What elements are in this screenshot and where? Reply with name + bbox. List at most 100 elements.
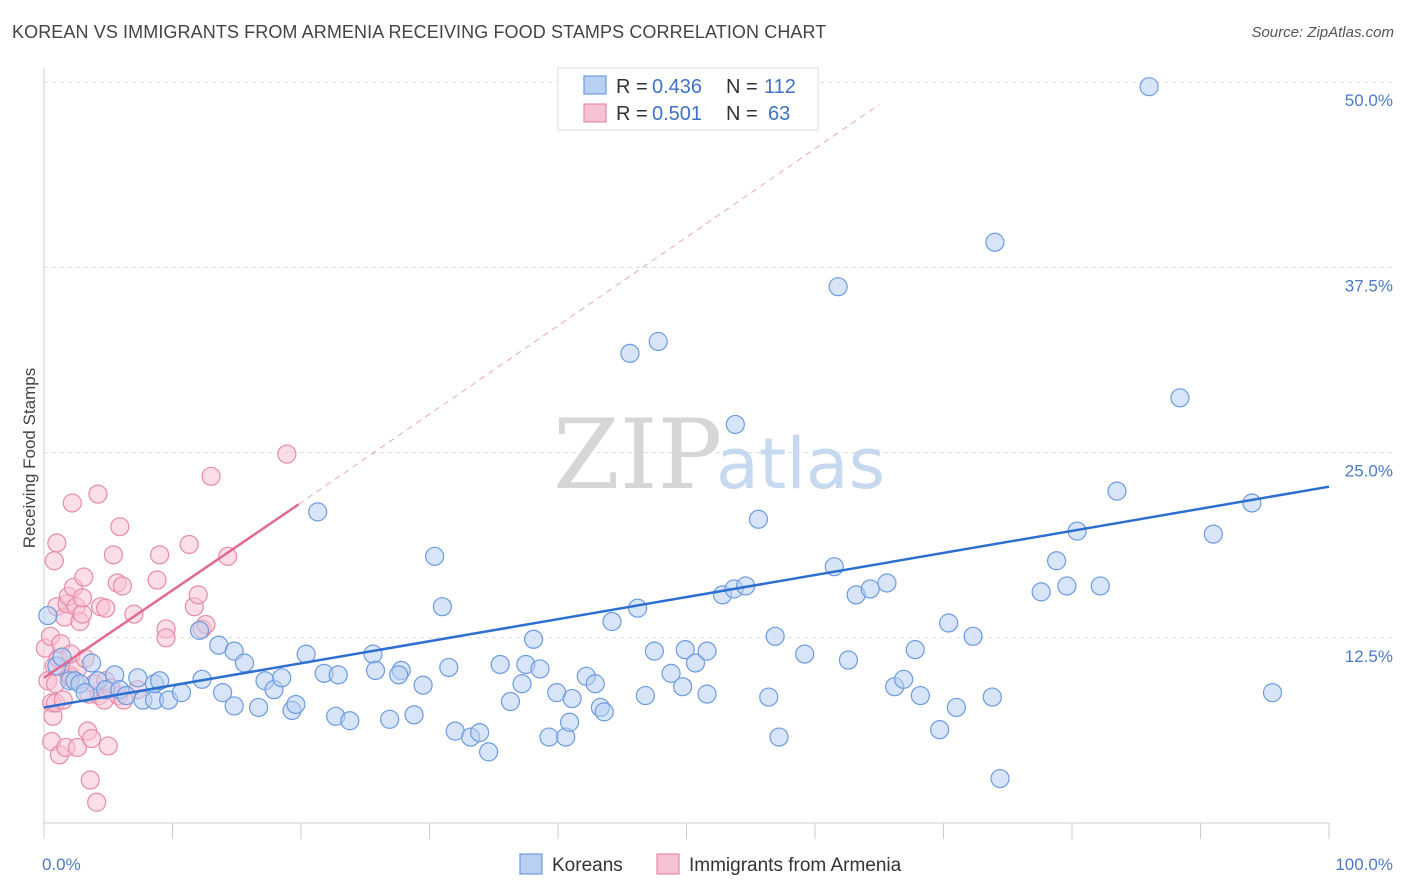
korean-point — [910, 685, 930, 706]
korean-point — [272, 668, 292, 688]
y-tick-label: 50.0% — [1345, 91, 1393, 110]
korean-point — [490, 654, 510, 675]
korean-point — [990, 768, 1010, 789]
korean-point — [530, 659, 550, 679]
watermark: ZIP atlas — [553, 399, 885, 511]
armenia-point — [80, 770, 100, 790]
korean-point — [1107, 481, 1127, 501]
armenia-point — [81, 728, 102, 749]
korean-point — [248, 697, 269, 718]
armenia-point — [110, 517, 130, 537]
legend-r-label: R = — [616, 103, 648, 125]
korean-point — [500, 691, 521, 712]
armenia-point — [96, 598, 116, 618]
korean-point — [635, 685, 655, 706]
korean-point — [795, 644, 815, 664]
korean-point — [838, 650, 859, 670]
korean-point — [562, 688, 582, 709]
y-tick-labels: 12.5% 25.0% 37.5% 50.0% — [1345, 91, 1393, 666]
korean-point — [685, 653, 706, 673]
korean-point — [1090, 576, 1110, 596]
armenia-point — [188, 585, 208, 605]
korean-point — [523, 629, 544, 649]
korean-point — [389, 665, 409, 685]
korean-point — [286, 694, 306, 715]
bottom-legend-swatch-armenia — [656, 853, 680, 875]
korean-point — [380, 709, 400, 729]
armenia-point — [67, 737, 88, 758]
korean-point — [661, 663, 681, 683]
korean-point — [559, 712, 580, 732]
armenia-point — [98, 736, 118, 756]
korean-point — [982, 687, 1002, 707]
armenia-trend-line — [43, 503, 300, 679]
armenia-point — [103, 545, 123, 565]
korean-point — [234, 653, 255, 673]
korean-point — [363, 644, 383, 664]
korean-point — [1057, 576, 1077, 596]
korean-point — [328, 665, 348, 685]
korean-point — [946, 697, 966, 718]
korean-point — [38, 605, 58, 626]
legend-swatch-armenia — [583, 103, 607, 123]
bottom-legend-label-koreans: Koreans — [552, 855, 623, 876]
trend-lines — [43, 104, 1330, 709]
korean-point — [470, 723, 490, 743]
korean-point — [150, 671, 170, 691]
korean-point — [413, 675, 433, 695]
korean-point — [439, 657, 459, 678]
koreans-trend-line — [43, 485, 1330, 709]
armenia-point — [44, 551, 64, 571]
armenia-point — [72, 604, 93, 624]
korean-point — [340, 711, 360, 731]
korean-point — [81, 653, 102, 673]
grid-lines — [44, 81, 1393, 639]
korean-point — [930, 720, 950, 740]
korean-point — [479, 742, 499, 762]
korean-point — [308, 502, 328, 522]
korean-point — [128, 668, 148, 688]
chart-source: Source: ZipAtlas.com — [1251, 24, 1394, 41]
korean-point — [759, 687, 779, 707]
armenia-point — [112, 576, 132, 596]
korean-point — [828, 277, 848, 297]
korean-point — [877, 573, 897, 593]
legend: R = 0.436 N = 112 R = 0.501 N = 63 — [557, 67, 819, 131]
x-tick-label-end: 100.0% — [1335, 855, 1393, 874]
legend-n-label: N = — [726, 103, 758, 125]
korean-point — [963, 626, 983, 646]
korean-point — [860, 579, 880, 599]
series-armenia-points — [35, 444, 297, 812]
armenia-point — [74, 567, 94, 587]
bottom-legend-swatch-koreans — [519, 853, 543, 875]
korean-point — [628, 598, 648, 618]
korean-point — [1046, 551, 1067, 571]
korean-point — [1203, 524, 1223, 544]
korean-point — [697, 641, 717, 661]
korean-point — [673, 677, 693, 697]
korean-point — [1262, 683, 1283, 703]
chart-title: KOREAN VS IMMIGRANTS FROM ARMENIA RECEIV… — [12, 22, 827, 42]
armenia-point — [72, 588, 93, 608]
legend-r-label: R = — [616, 76, 648, 98]
legend-r-value: 0.501 — [652, 103, 702, 125]
korean-point — [365, 660, 386, 681]
korean-point — [52, 647, 72, 667]
korean-point — [620, 343, 640, 363]
korean-point — [1170, 388, 1190, 408]
y-tick-label: 37.5% — [1345, 276, 1393, 295]
korean-point — [725, 414, 745, 435]
korean-point — [585, 674, 605, 694]
korean-point — [224, 696, 244, 716]
armenia-point — [147, 570, 167, 590]
axes — [43, 68, 1330, 839]
korean-point — [644, 641, 664, 661]
x-tick-labels: 0.0% 100.0% — [42, 855, 1393, 874]
korean-point — [769, 727, 789, 747]
korean-point — [512, 674, 532, 694]
bottom-legend: Koreans Immigrants from Armenia — [519, 853, 902, 876]
legend-swatch-koreans — [583, 75, 607, 95]
korean-point — [1139, 77, 1159, 97]
korean-point — [602, 611, 622, 632]
